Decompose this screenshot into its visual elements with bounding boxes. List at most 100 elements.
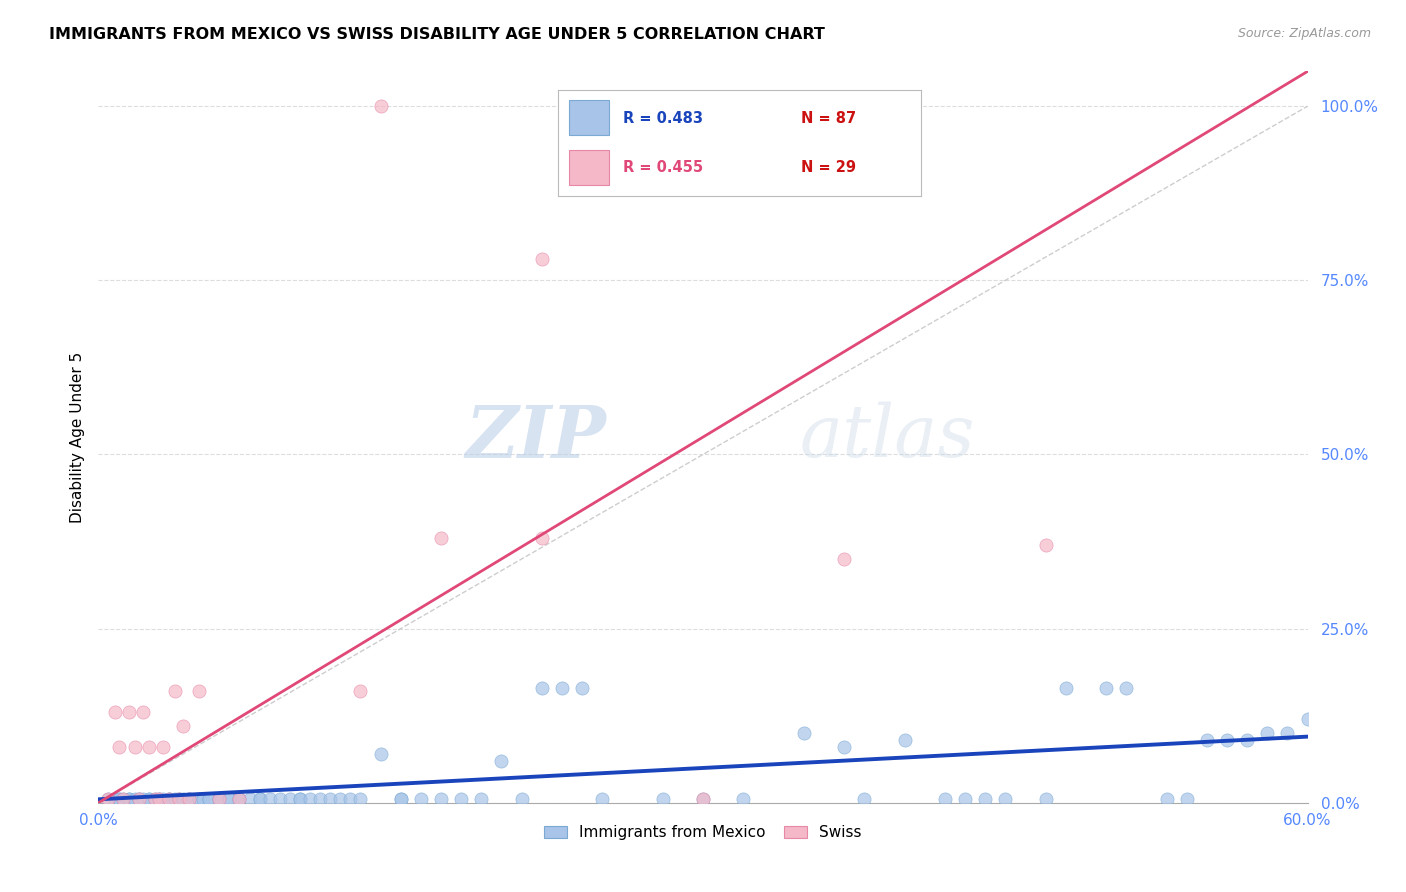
Point <box>530 531 553 545</box>
Point <box>167 792 190 806</box>
Point <box>551 681 574 695</box>
Point <box>167 792 190 806</box>
Point <box>132 792 155 806</box>
Point <box>259 792 281 806</box>
Point <box>208 792 231 806</box>
Point <box>288 792 311 806</box>
Point <box>339 792 361 806</box>
Point <box>228 792 250 806</box>
Point <box>148 792 170 806</box>
Point <box>111 792 134 806</box>
Point <box>1095 681 1118 695</box>
Point <box>128 792 150 806</box>
Point <box>128 792 150 806</box>
Point <box>249 792 271 806</box>
Point <box>148 792 170 806</box>
Point <box>179 792 201 806</box>
Point <box>1035 792 1057 806</box>
Point <box>118 705 141 719</box>
Point <box>853 792 876 806</box>
Point <box>143 792 166 806</box>
Point <box>692 792 714 806</box>
Point <box>157 792 180 806</box>
Point <box>953 792 976 806</box>
Point <box>510 792 533 806</box>
Point <box>893 733 915 747</box>
Point <box>188 792 211 806</box>
Point <box>152 792 174 806</box>
Point <box>124 792 146 806</box>
Point <box>198 792 221 806</box>
Point <box>349 792 371 806</box>
Point <box>309 792 332 806</box>
Point <box>148 792 170 806</box>
Point <box>179 792 201 806</box>
Point <box>1115 681 1137 695</box>
Point <box>111 792 134 806</box>
Point <box>733 792 755 806</box>
Point <box>208 792 231 806</box>
Point <box>530 252 553 267</box>
Point <box>974 792 997 806</box>
Point <box>179 792 201 806</box>
Point <box>138 792 160 806</box>
Point <box>167 792 190 806</box>
Point <box>218 792 240 806</box>
Text: ZIP: ZIP <box>465 401 606 473</box>
Point <box>103 705 125 719</box>
Point <box>389 792 412 806</box>
Point <box>530 681 553 695</box>
Point <box>994 792 1017 806</box>
Point <box>450 792 472 806</box>
Point <box>228 792 250 806</box>
Point <box>1296 712 1319 726</box>
Point <box>651 792 673 806</box>
Point <box>143 792 166 806</box>
Point <box>349 684 371 698</box>
Point <box>278 792 301 806</box>
Point <box>163 684 186 698</box>
Point <box>299 792 322 806</box>
Point <box>409 792 432 806</box>
Point <box>934 792 956 806</box>
Legend: Immigrants from Mexico, Swiss: Immigrants from Mexico, Swiss <box>538 819 868 847</box>
Point <box>1236 733 1258 747</box>
Point <box>124 740 146 755</box>
Y-axis label: Disability Age Under 5: Disability Age Under 5 <box>69 351 84 523</box>
Point <box>208 792 231 806</box>
Point <box>188 684 211 698</box>
Point <box>319 792 342 806</box>
Point <box>152 740 174 755</box>
Point <box>1277 726 1299 740</box>
Point <box>107 740 129 755</box>
Point <box>138 740 160 755</box>
Point <box>118 792 141 806</box>
Point <box>430 792 453 806</box>
Point <box>193 792 215 806</box>
Point <box>470 792 492 806</box>
Point <box>128 792 150 806</box>
Point <box>132 705 155 719</box>
Point <box>228 792 250 806</box>
Point <box>329 792 352 806</box>
Text: atlas: atlas <box>800 401 976 473</box>
Point <box>389 792 412 806</box>
Point <box>118 792 141 806</box>
Point <box>198 792 221 806</box>
Point <box>1175 792 1198 806</box>
Point <box>1216 733 1239 747</box>
Point <box>591 792 613 806</box>
Point <box>97 792 120 806</box>
Point <box>188 792 211 806</box>
Point <box>138 792 160 806</box>
Point <box>1035 538 1057 552</box>
Point <box>793 726 815 740</box>
Point <box>1156 792 1178 806</box>
Point <box>1054 681 1077 695</box>
Point <box>1256 726 1278 740</box>
Point <box>97 792 120 806</box>
Point <box>1316 712 1339 726</box>
Point <box>269 792 291 806</box>
Text: Source: ZipAtlas.com: Source: ZipAtlas.com <box>1237 27 1371 40</box>
Point <box>692 792 714 806</box>
